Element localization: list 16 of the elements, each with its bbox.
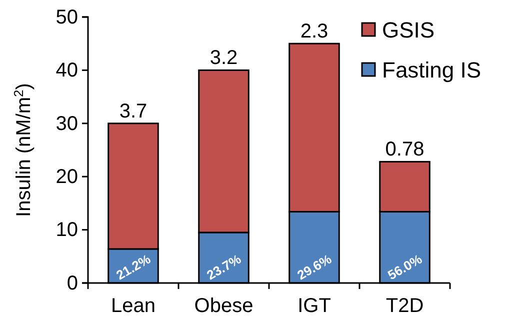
x-tick-label: Obese [194, 295, 254, 317]
y-tick-label: 50 [56, 6, 78, 28]
annotation: 3.2 [210, 47, 238, 70]
y-tick-label: 40 [56, 60, 78, 82]
x-tick-label: T2D [386, 295, 424, 317]
y-tick-label: 30 [56, 112, 78, 135]
x-tick-label: IGT [298, 295, 331, 317]
y-tick-label: 10 [56, 219, 78, 242]
x-tick-label: Lean [111, 295, 156, 317]
annotation: 3.7 [119, 100, 148, 122]
annotation: 0.78 [385, 138, 424, 161]
annotation: 2.3 [300, 20, 328, 43]
y-tick-label: 20 [56, 166, 78, 188]
legend-label: Fasting IS [382, 58, 482, 83]
legend-label: GSIS [382, 18, 435, 43]
y-tick-label: 0 [66, 272, 78, 294]
